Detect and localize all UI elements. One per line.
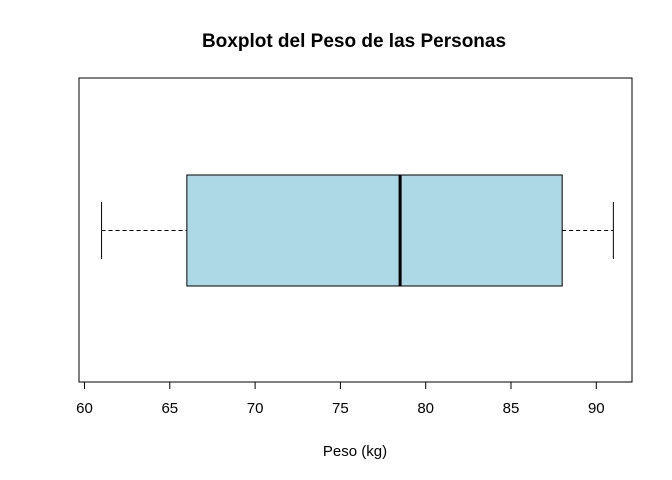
x-tick-label-70: 70 [247, 400, 264, 417]
chart-title: Boxplot del Peso de las Personas [202, 31, 506, 52]
x-axis: 60 65 70 75 80 85 90 [76, 381, 605, 417]
x-tick-label-90: 90 [588, 400, 605, 417]
x-tick-label-85: 85 [503, 400, 520, 417]
x-axis-label: Peso (kg) [323, 443, 387, 460]
x-tick-label-75: 75 [332, 400, 349, 417]
box-group [101, 174, 614, 287]
x-tick-label-65: 65 [161, 400, 178, 417]
iqr-box [186, 174, 563, 287]
x-tick-label-80: 80 [417, 400, 434, 417]
x-tick-label-60: 60 [76, 400, 93, 417]
